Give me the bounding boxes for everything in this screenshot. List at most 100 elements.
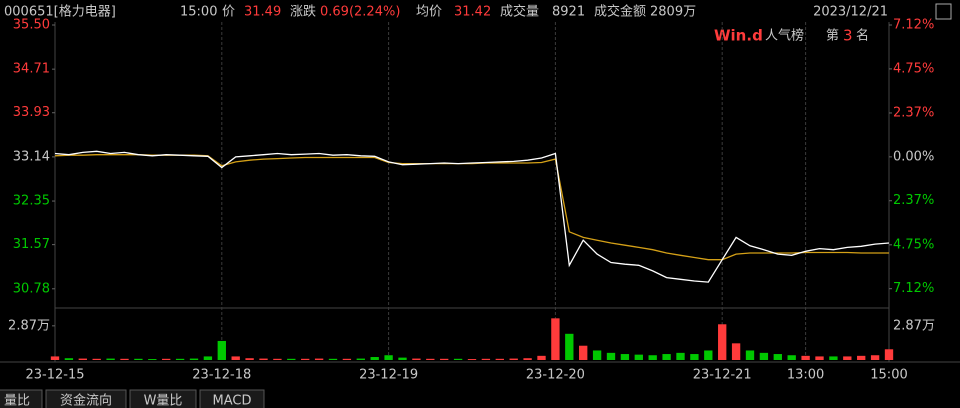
volume-bar — [592, 350, 602, 360]
volume-bar — [857, 355, 866, 360]
volume-bar — [509, 358, 518, 360]
volume-bar — [620, 354, 630, 360]
volume-bar — [884, 349, 894, 360]
volume-bar — [426, 358, 435, 360]
x-tick-label: 13:00 — [787, 368, 824, 383]
volume-bar — [606, 352, 616, 360]
y-tick-label: 35.50 — [13, 18, 50, 33]
volume-tick-label: 2.87万 — [893, 318, 935, 333]
volume-bar — [301, 358, 310, 360]
header: 000651[格力电器] 15:00 价 31.49 涨跌 0.69(2.24%… — [4, 3, 952, 45]
volume-bar — [870, 355, 880, 360]
volume-bar — [731, 343, 741, 360]
y2-tick-label: 0.00% — [893, 149, 934, 164]
volume-bar — [843, 356, 852, 360]
y-tick-label: 34.71 — [13, 62, 50, 77]
avg-label: 均价 — [416, 5, 442, 20]
x-tick-label: 23-12-18 — [192, 368, 251, 383]
volume-bar — [676, 352, 685, 360]
volume-bar — [773, 354, 782, 360]
x-tick-label: 23-12-20 — [526, 368, 585, 383]
volume-bar — [718, 324, 727, 360]
volume-bar — [64, 358, 74, 360]
volume: 8921 — [552, 5, 585, 20]
volume-bar — [314, 358, 324, 360]
volume-bar — [328, 358, 338, 360]
x-tick-label: 23-12-15 — [25, 368, 84, 383]
rank-suffix: 名 — [856, 28, 869, 44]
rank-prefix: 第 — [826, 29, 839, 44]
volume-bar — [648, 355, 657, 360]
rank-number: 3 — [843, 27, 853, 45]
price-label: 价 — [222, 5, 235, 20]
volume-bar — [175, 358, 185, 360]
volume-bar — [120, 358, 129, 360]
y2-tick-label: 4.75% — [893, 61, 934, 76]
volume-bar — [356, 358, 365, 360]
y-tick-label: 31.57 — [13, 237, 50, 252]
volume-bar — [189, 358, 199, 360]
tab[interactable] — [199, 389, 265, 408]
date: 2023/12/21 — [813, 5, 888, 20]
tab-label[interactable]: 资金流向 — [60, 393, 112, 408]
stock-code: 000651[格力电器] — [4, 4, 116, 20]
volume-bar — [134, 358, 143, 360]
volume-bar — [384, 355, 393, 360]
volume-label: 成交量 — [500, 4, 539, 20]
change: 0.69(2.24%) — [320, 5, 400, 20]
volume-bar — [259, 358, 268, 360]
volume-bar — [245, 358, 254, 360]
time: 15:00 — [180, 5, 217, 20]
y2-tick-label: 7.12% — [893, 18, 934, 33]
rank-title: 人气榜 — [765, 28, 804, 44]
settings-icon[interactable] — [935, 3, 952, 20]
tab[interactable] — [129, 389, 197, 408]
volume-bar — [50, 356, 60, 360]
volume-bar — [829, 356, 838, 360]
tab[interactable] — [45, 389, 127, 408]
average-line — [54, 154, 889, 261]
volume-bar — [148, 359, 157, 360]
y2-tick-label: 4.75% — [893, 237, 934, 252]
volume-bar — [287, 358, 296, 360]
tab-label[interactable]: 量比 — [4, 394, 30, 408]
y2-tick-label: 2.37% — [893, 105, 934, 120]
volume-bar — [342, 358, 352, 360]
volume-bar — [78, 358, 87, 360]
volume-bar — [662, 354, 671, 360]
volume-bar — [481, 358, 491, 360]
volume-bar — [398, 357, 407, 360]
x-tick-label: 23-12-21 — [693, 368, 752, 383]
tab-label[interactable]: W量比 — [144, 394, 183, 408]
y-tick-label: 32.35 — [13, 194, 50, 209]
y2-tick-label: 7.12% — [893, 281, 934, 296]
volume-bar — [412, 358, 421, 360]
volume-bar — [787, 355, 796, 360]
volume-bar — [801, 355, 810, 360]
volume-bar — [467, 359, 477, 360]
volume-tick-label: 2.87万 — [8, 318, 50, 333]
change-label: 涨跌 — [290, 4, 316, 20]
volume-bar — [273, 358, 282, 360]
volume-bar — [759, 352, 769, 360]
volume-bar — [495, 358, 504, 360]
y-tick-label: 33.14 — [13, 149, 50, 164]
volume-bar — [690, 354, 699, 360]
volume-bar — [537, 355, 546, 360]
volume-bar — [551, 318, 560, 360]
x-tick-label: 15:00 — [870, 368, 907, 383]
y2-tick-label: 2.37% — [893, 193, 934, 208]
volume-bar — [106, 358, 115, 360]
tab[interactable] — [0, 389, 43, 408]
amount-label: 成交金额 — [594, 4, 646, 20]
y-tick-label: 30.78 — [13, 281, 50, 296]
volume-bar — [704, 350, 713, 360]
volume-bar — [634, 354, 643, 360]
tab-label[interactable]: MACD — [213, 394, 252, 408]
volume-bar — [745, 350, 755, 360]
price: 31.49 — [244, 5, 281, 20]
amount: 2809万 — [650, 5, 696, 20]
x-tick-label: 23-12-19 — [359, 368, 418, 383]
volume-bar — [453, 358, 463, 360]
